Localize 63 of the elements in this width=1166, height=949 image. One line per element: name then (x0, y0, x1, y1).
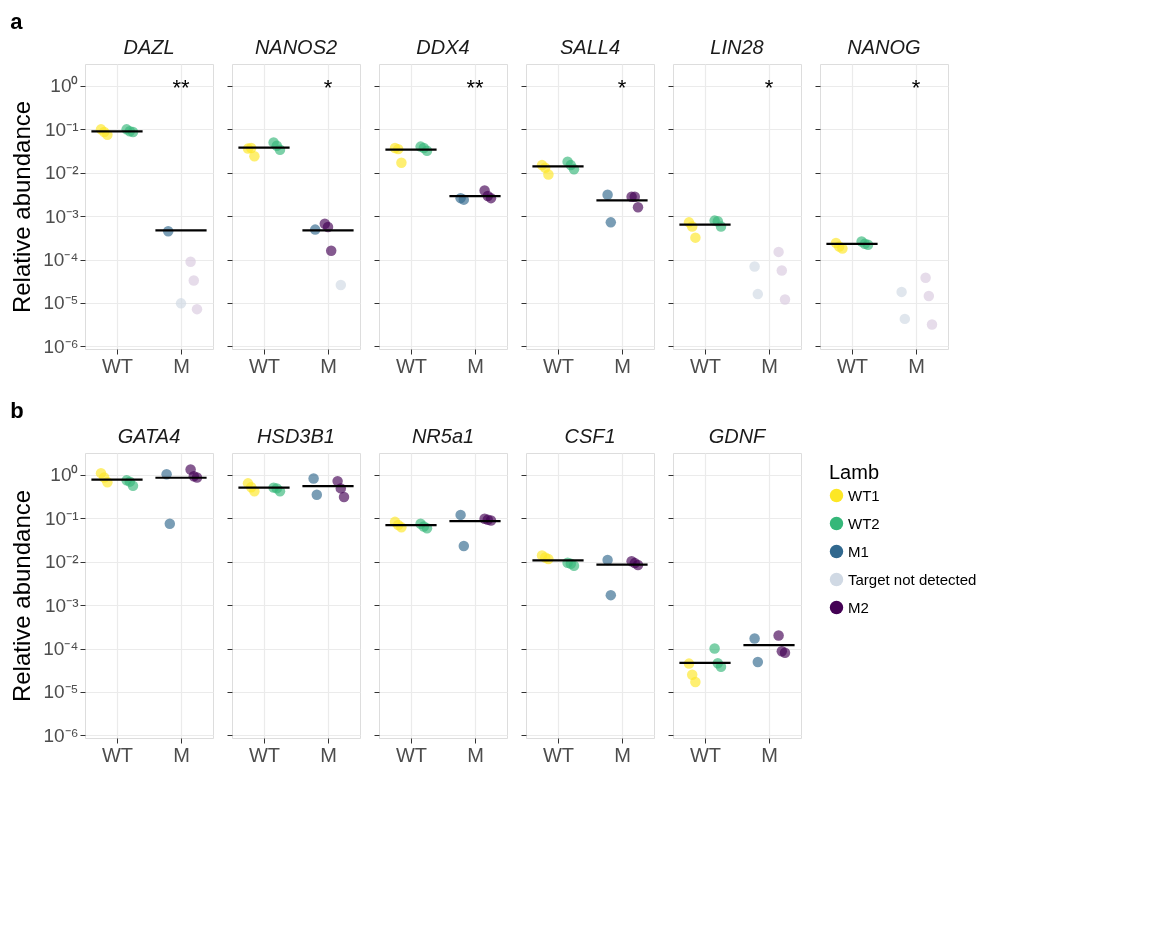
chart-title: NANOS2 (254, 36, 338, 58)
y-tick-label: 10⁻⁶ (43, 724, 79, 746)
legend-label: Target not detected (848, 570, 977, 588)
chart-title: LIN28 (710, 36, 764, 58)
x-tick-label: M (467, 743, 484, 766)
y-tick-label: 10⁰ (50, 75, 79, 97)
x-tick-label: WT (542, 743, 575, 766)
x-tick-label: M (614, 743, 631, 766)
chart-title: DAZL (123, 36, 175, 58)
y-tick-label: 10⁻⁴ (43, 249, 79, 271)
x-tick-label: M (467, 354, 484, 377)
y-tick-label: 10⁻⁵ (43, 681, 79, 703)
x-tick-label: M (320, 743, 337, 766)
annotation: * (764, 75, 774, 101)
legend-label: M1 (848, 542, 869, 560)
annotation: ** (172, 75, 190, 101)
annotation: * (911, 75, 921, 101)
text: a (10, 8, 24, 34)
chart-title: NANOG (847, 36, 921, 58)
y-tick-label: 10⁻⁴ (43, 638, 79, 660)
legend-label: WT2 (848, 514, 880, 532)
annotation: * (323, 75, 333, 101)
x-tick-label: WT (101, 743, 134, 766)
y-tick-label: 10⁻¹ (45, 507, 79, 529)
x-tick-label: WT (248, 354, 281, 377)
y-tick-label: 10⁻² (45, 551, 79, 573)
annotation: ** (466, 75, 484, 101)
y-axis-title: Relative abundance (8, 489, 36, 703)
y-tick-label: 10⁻² (45, 162, 79, 184)
y-tick-label: 10⁻⁵ (43, 292, 79, 314)
y-tick-label: 10⁻³ (45, 594, 79, 616)
x-tick-label: M (173, 354, 190, 377)
y-axis-title: Relative abundance (8, 100, 36, 314)
chart-title: NR5a1 (411, 425, 475, 447)
x-tick-label: WT (101, 354, 134, 377)
legend-label: M2 (848, 598, 869, 616)
x-tick-label: M (761, 743, 778, 766)
y-tick-label: 10⁻⁶ (43, 335, 79, 357)
x-tick-label: WT (248, 743, 281, 766)
chart-title: HSD3B1 (257, 425, 335, 447)
legend-title: Lamb (829, 461, 880, 483)
chart-title: GATA4 (117, 425, 181, 447)
y-tick-label: 10⁰ (50, 464, 79, 486)
x-tick-label: WT (542, 354, 575, 377)
x-tick-label: M (173, 743, 190, 766)
chart-title: DDX4 (416, 36, 470, 58)
x-tick-label: WT (836, 354, 869, 377)
x-tick-label: WT (395, 354, 428, 377)
x-tick-label: M (320, 354, 337, 377)
x-tick-label: WT (395, 743, 428, 766)
y-tick-label: 10⁻³ (45, 205, 79, 227)
x-tick-label: M (761, 354, 778, 377)
x-tick-label: M (908, 354, 925, 377)
y-tick-label: 10⁻¹ (45, 118, 79, 140)
annotation: * (617, 75, 627, 101)
chart-title: CSF1 (564, 425, 616, 447)
chart-title: SALL4 (559, 36, 621, 58)
text: b (10, 397, 24, 423)
x-tick-label: WT (689, 354, 722, 377)
x-tick-label: M (614, 354, 631, 377)
legend-label: WT1 (848, 486, 880, 504)
x-tick-label: WT (689, 743, 722, 766)
chart-title: GDNF (708, 425, 768, 447)
